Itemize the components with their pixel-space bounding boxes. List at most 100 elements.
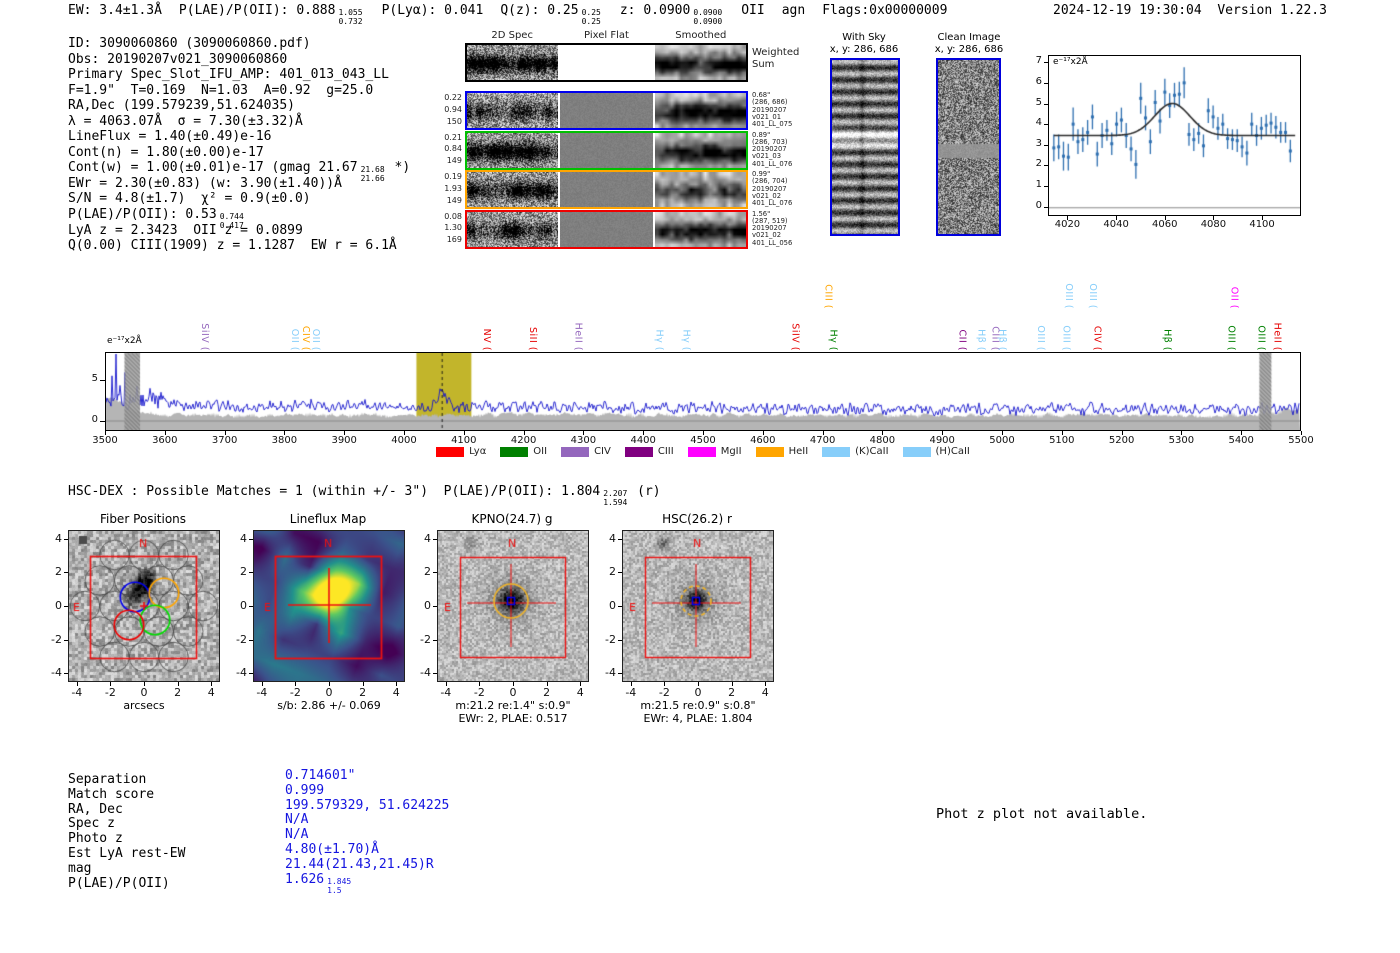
cutout-x-tick-mark [76, 682, 78, 686]
cutout-y-tick-label: -2 [236, 632, 247, 646]
header-summary: EW: 3.4±1.3Å P(LAE)/P(OII): 0.888 1.055 0.7… [68, 3, 964, 26]
emission-line-marker: OIII ( [1086, 283, 1098, 309]
legend-label: CIV [594, 446, 611, 457]
zoom-y-tick-mark [1044, 186, 1048, 188]
spectrum-y-tick-mark [100, 421, 105, 422]
header-item: z: 0.0900 0.0900 0.0900 [620, 3, 724, 26]
header-item: agn [782, 3, 805, 18]
match-table-value: N/A [285, 827, 449, 842]
cutout-y-tick-mark [618, 606, 622, 607]
legend-label: CIII [657, 446, 674, 457]
smoothed-image [655, 93, 746, 128]
spectrum-x-tick-mark [1301, 431, 1302, 435]
match-table-value: 0.999 [285, 783, 449, 798]
spec2d-weight-value: 0.08 [444, 211, 462, 221]
photz-note: Phot z plot not available. [936, 806, 1148, 822]
cutout-y-tick-label: 4 [240, 531, 247, 545]
spec2d-weight-value: 1.30 [444, 223, 462, 233]
header-item: Flags:0x00000009 [822, 3, 947, 18]
spectrum-x-tick-mark [105, 431, 106, 435]
info-line-text: Cont(w) = 1.00(±0.01)e-17 (gmag 21.67 [68, 160, 358, 176]
info-line-text: λ = 4063.07Å σ = 7.30(±3.32)Å [68, 113, 303, 129]
zoom-y-tick-mark [1044, 206, 1048, 208]
cutout-y-tick-mark [249, 538, 253, 540]
emission-line-marker: OII ( [1228, 286, 1240, 309]
cutout-x-tick-mark [698, 682, 699, 686]
emission-line-marker: OII ( [310, 328, 322, 351]
emission-line-marker: OIII ( [1225, 325, 1237, 351]
emission-line-marker: OII ( [289, 328, 301, 351]
spectrum-x-tick-mark [643, 431, 645, 435]
match-table-value-ratio-upper: 1.845 [327, 876, 352, 886]
spec2d-annotation-line: 20190207 [752, 145, 787, 154]
spectrum-units-label: e⁻¹⁷x2Å [107, 336, 142, 346]
legend-swatch [436, 446, 465, 457]
cutout-y-tick-mark [618, 538, 622, 540]
header-item: P(LAE)/P(OII): 0.888 1.055 0.732 [179, 3, 365, 26]
spec2d-annotation-line: 20190207 [752, 224, 787, 233]
spectrum-x-tick-label: 3600 [152, 435, 178, 446]
clean-image-frame [936, 58, 1001, 236]
info-line-text: Primary Spec_Slot_IFU_AMP: 401_013_043_L… [68, 67, 389, 83]
cutout-x-tick-mark [664, 682, 666, 686]
spectrum-x-tick-label: 4900 [929, 435, 955, 446]
legend-swatch [561, 446, 590, 457]
cutout-y-tick-label: 4 [424, 531, 431, 545]
counterpart-summary-ratio: 2.207 1.594 [603, 489, 627, 508]
zoom-x-tick-mark [1262, 216, 1264, 220]
cutout-y-tick-label: -4 [420, 666, 431, 680]
emission-line-marker: Hγ ( [653, 329, 665, 352]
legend-swatch [755, 446, 784, 457]
cutout-caption: arcsecs [123, 699, 165, 712]
info-line: EWr = 2.30(±0.83) (w: 3.90(±1.40))Å [68, 176, 410, 192]
header-item-ratio-upper: 0.25 [581, 8, 601, 17]
match-table-label: Spec z [68, 816, 115, 832]
emission-line-marker: HeII ( [1271, 322, 1283, 351]
cutout-frame [253, 530, 405, 682]
cutout-x-tick-mark [445, 682, 447, 686]
cutout-y-tick-mark [618, 572, 622, 574]
cutout-y-tick-mark [64, 673, 68, 675]
emission-line-marker: SiIV ( [789, 323, 801, 351]
cutout-caption: m:21.5 re:0.9" s:0.8" [640, 699, 756, 712]
info-line-text: RA,Dec (199.579239,51.624035) [68, 98, 295, 114]
emission-line-marker: Hγ ( [680, 329, 692, 352]
pixel-flat-canvas [560, 93, 653, 128]
cutout-y-tick-label: 2 [55, 565, 62, 579]
spectrum-x-tick-label: 3800 [271, 435, 298, 446]
cutout-x-tick-label: 2 [174, 686, 182, 699]
legend-item: Lyα [436, 446, 486, 457]
zoom-x-tick-mark [1164, 216, 1166, 220]
header-item: OII [741, 3, 764, 18]
info-line-text: ID: 3090060860 (3090060860.pdf) [68, 36, 311, 51]
info-line: S/N = 4.8(±1.7) χ² = 0.9(±0.0) [68, 191, 410, 207]
cutout-y-tick-label: 2 [424, 565, 431, 579]
clean-image-image [938, 60, 999, 234]
emission-line-marker: Hβ ( [975, 329, 987, 351]
cutout-x-tick-label: -4 [71, 686, 83, 699]
header-item-text: EW: 3.4±1.3Å [68, 3, 162, 18]
counterpart-summary-suffix: (r) [629, 484, 661, 499]
cutout-y-tick-mark [433, 538, 437, 540]
emission-line-marker: CIV ( [299, 325, 311, 351]
spec2d-weight-value: 169 [446, 235, 462, 245]
with-sky-title: With Sky [842, 32, 886, 43]
zoom-plot-frame [1048, 55, 1301, 216]
zoom-y-tick-label: 7 [1035, 55, 1042, 67]
spec2d-annotation-line: 20190207 [752, 105, 787, 114]
cutout-y-tick-label: -4 [51, 666, 62, 680]
cutout-x-tick-label: -4 [625, 686, 637, 699]
spectrum-x-tick-mark [1181, 431, 1183, 435]
legend-swatch [500, 446, 529, 457]
cutout-x-tick-mark [580, 682, 582, 686]
spec2d-row-weights: 0.22 0.94 150 [436, 92, 462, 127]
cutout-x-tick-label: -2 [289, 686, 301, 699]
spec2d-row-annotation: 0.68" (286, 686) 20190207 v021_01 401_LL_075 [752, 91, 792, 128]
cutout-frame [68, 530, 220, 682]
cutout-y-tick-label: 0 [55, 599, 62, 612]
detection-info-block: ID: 3090060860 (3090060860.pdf) Obs: 2019… [68, 36, 410, 254]
header-item-ratio-upper: 1.055 [338, 8, 363, 17]
spec2d-row [465, 130, 748, 170]
spec2d-row [465, 209, 748, 249]
spec2d-annotation-line: (287, 519) [752, 216, 788, 225]
